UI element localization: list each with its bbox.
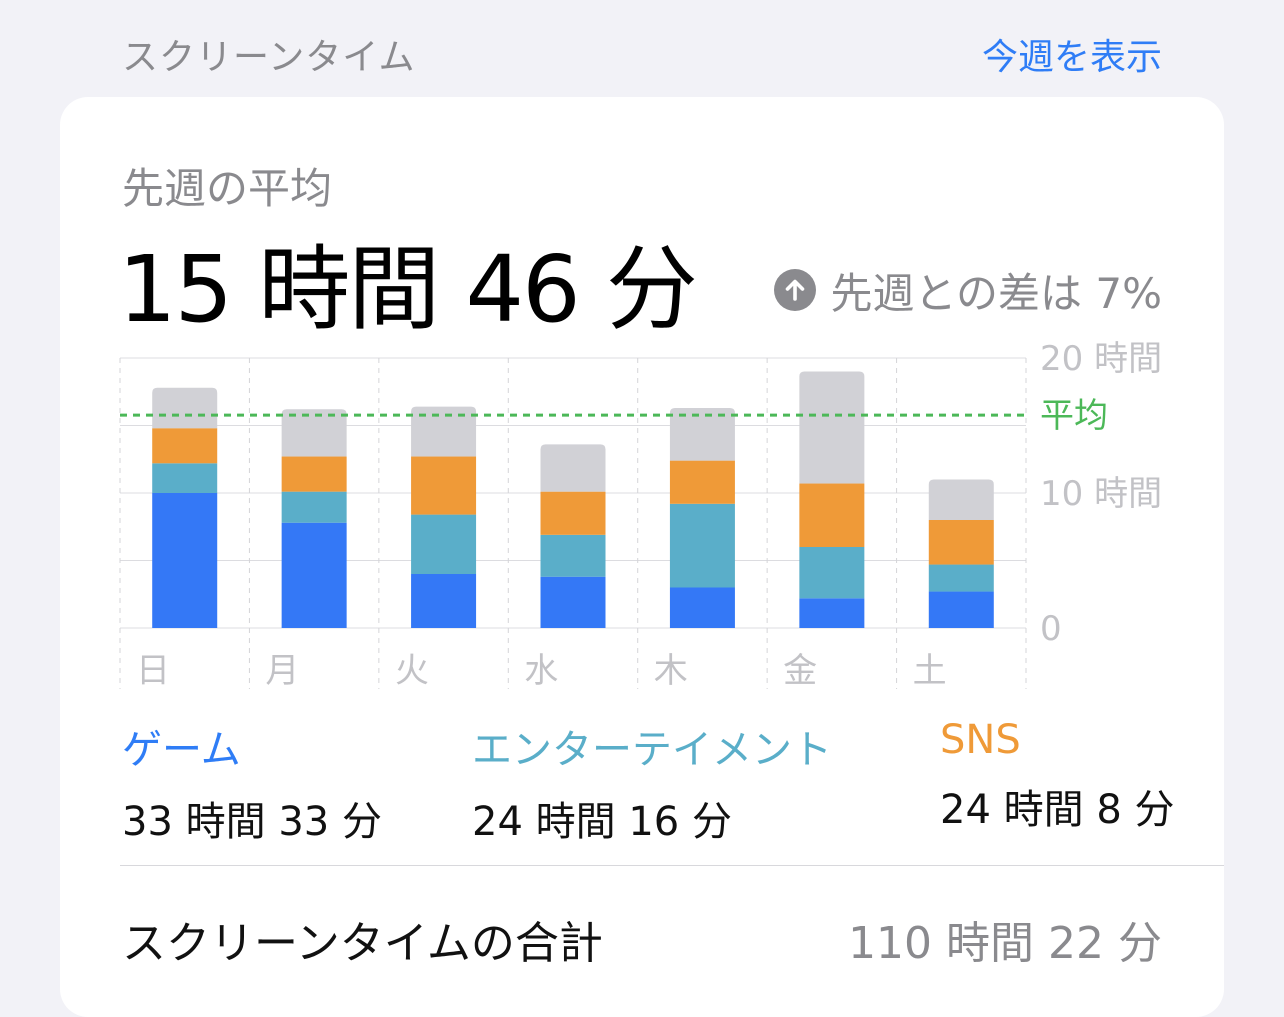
- bar-segment-games: [799, 598, 865, 628]
- bar-segment-sns: [928, 520, 994, 565]
- x-tick-label: 水: [524, 651, 558, 691]
- bar-segment-other: [669, 407, 735, 461]
- legend-item-games: ゲーム 33 時間 33 分: [122, 717, 382, 847]
- bar-segment-other: [152, 387, 218, 429]
- total-value: 110 時間 22 分: [848, 918, 1162, 969]
- y-tick-label: 10 時間: [1040, 474, 1162, 514]
- show-this-week-link[interactable]: 今週を表示: [981, 37, 1162, 78]
- legend-time: 33 時間 33 分: [122, 799, 382, 845]
- category-legend: ゲーム 33 時間 33 分 エンターテイメント 24 時間 16 分 SNS …: [60, 717, 1224, 845]
- x-tick-label: 土: [913, 651, 947, 691]
- bar-segment-games: [152, 493, 218, 628]
- bar-segment-entertainment: [281, 491, 347, 523]
- daily-usage-chart: 日 月 火 水 木 金 土 平均 20 時間 10 時間 0: [60, 97, 1224, 697]
- bar-segment-other: [799, 371, 865, 484]
- chart-svg: 日 月 火 水 木 金 土 平均 20 時間 10 時間 0: [119, 339, 1162, 691]
- screen-time-card[interactable]: 先週の平均 15 時間 46 分 先週との差は 7% 日 月 火 水 木 金 土 平均 20 時…: [60, 97, 1224, 1017]
- section-title: スクリーンタイム: [122, 37, 416, 78]
- legend-time: 24 時間 8 分: [940, 787, 1175, 833]
- bar-segment-entertainment: [928, 564, 994, 592]
- bar-segment-entertainment: [152, 463, 218, 493]
- y-tick-label: 0: [1040, 609, 1062, 649]
- bar-segment-games: [928, 591, 994, 628]
- bar-segment-games: [669, 587, 735, 628]
- bar-segment-sns: [799, 483, 865, 547]
- bar-segment-entertainment: [411, 514, 477, 574]
- x-tick-label: 日: [136, 651, 170, 691]
- section-header: スクリーンタイム 今週を表示: [122, 28, 1162, 78]
- bar-segment-sns: [152, 428, 218, 464]
- week-difference: 先週との差は 7%: [774, 265, 1162, 318]
- legend-name: ゲーム: [122, 727, 241, 773]
- total-label: スクリーンタイムの合計: [122, 918, 603, 969]
- bar-segment-entertainment: [799, 547, 865, 599]
- divider: [120, 865, 1224, 866]
- x-tick-label: 金: [783, 651, 817, 691]
- bar-segment-sns: [411, 456, 477, 515]
- difference-text: 先週との差は 7%: [830, 268, 1162, 318]
- bar-segment-games: [411, 574, 477, 628]
- bar-segment-entertainment: [669, 503, 735, 588]
- bar-segment-other: [411, 406, 477, 457]
- legend-name: SNS: [940, 717, 1021, 763]
- bar-segment-sns: [540, 491, 606, 535]
- total-row[interactable]: スクリーンタイムの合計 110 時間 22 分: [122, 907, 1162, 969]
- x-tick-label: 火: [395, 651, 429, 691]
- bar-segment-games: [540, 576, 606, 628]
- average-value: 15 時間 46 分: [118, 236, 698, 343]
- arrow-up-circle-icon: [774, 269, 817, 311]
- legend-item-entertainment: エンターテイメント 24 時間 16 分: [472, 717, 832, 847]
- bar-segment-other: [281, 409, 347, 457]
- bar-segment-sns: [281, 456, 347, 492]
- bar-segment-other: [928, 479, 994, 520]
- bar-segment-games: [281, 522, 347, 628]
- y-tick-label: 20 時間: [1040, 339, 1162, 379]
- legend-name: エンターテイメント: [472, 727, 832, 773]
- legend-item-sns: SNS 24 時間 8 分: [940, 717, 1175, 835]
- average-label: 平均: [1040, 396, 1108, 436]
- bar-segment-sns: [669, 460, 735, 504]
- legend-time: 24 時間 16 分: [472, 799, 732, 845]
- bar-segment-other: [540, 444, 606, 492]
- bar-segment-entertainment: [540, 534, 606, 577]
- x-tick-label: 月: [265, 651, 299, 691]
- average-label: 先週の平均: [122, 164, 333, 213]
- x-tick-label: 木: [654, 651, 688, 691]
